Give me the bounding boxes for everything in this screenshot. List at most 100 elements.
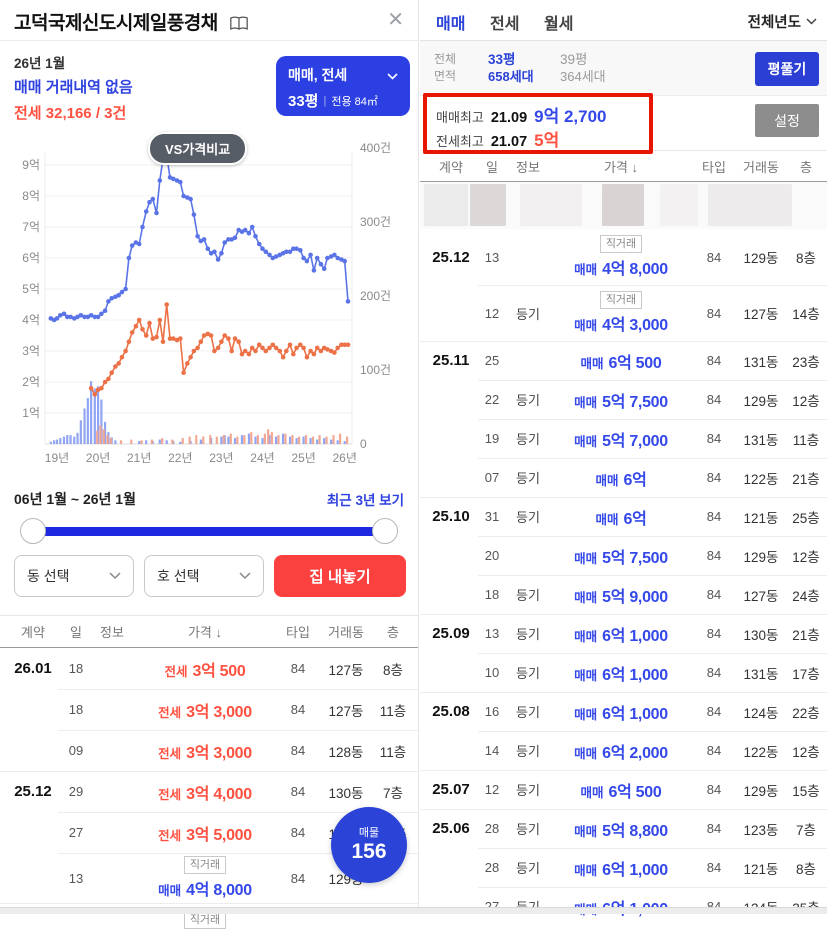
table-row[interactable]: 26.01 18 전세 3억 500 84 127동 8층 (0, 648, 418, 689)
date-range-slider-track[interactable] (32, 527, 386, 536)
floor: 14층 (792, 307, 820, 322)
table-row[interactable]: 28 등기 매매 6억 1,000 84 121동 8층 (420, 848, 827, 887)
table-row[interactable]: 25.12 29 전세 3억 4,000 84 130동 7층 (0, 771, 418, 812)
table-row[interactable]: 13 직거래 매매 4억 8,000 84 129동 (0, 853, 418, 903)
table-row[interactable]: 18 전세 3억 3,000 84 127동 11층 (0, 689, 418, 730)
deal-type: 매매 (580, 356, 604, 371)
building-dong: 130동 (328, 785, 364, 801)
chevron-down-icon (387, 67, 398, 83)
table-row[interactable]: 19 등기 매매 5억 7,000 84 131동 11층 (420, 419, 827, 458)
table-row[interactable]: 25.11 25 매매 6억 500 84 131동 23층 (420, 341, 827, 380)
deal-type: 매매 (574, 319, 598, 333)
listings-floating-button[interactable]: 매물 156 (331, 807, 407, 883)
recent-3year-link[interactable]: 최근 3년 보기 (326, 493, 404, 508)
area-selector-label: 전체 면적 (434, 52, 457, 83)
right-table-header: 계약 일 정보 가격 ↓ 타입 거래동 층 (420, 150, 827, 182)
floor: 8층 (796, 861, 816, 877)
tab-매매[interactable]: 매매 (436, 16, 466, 33)
table-row[interactable]: 25.10 31 등기 매매 6억 84 121동 25층 (420, 497, 827, 536)
year-filter-dropdown[interactable]: 전체년도 (748, 11, 817, 32)
close-icon[interactable]: ✕ (387, 9, 404, 31)
price-chart[interactable]: 9억 8억 7억 6억 5억 4억 3억 2억 1억 400건 300건 200건 100건 0 19년 20… (0, 128, 419, 476)
column-header-정보: 정보 (516, 159, 540, 175)
floor: 11층 (792, 432, 820, 448)
deal-price: 6억 500 (608, 354, 662, 372)
deal-tabs: 매매 전세 월세 전체년도 (420, 0, 827, 41)
deal-price: 3억 500 (192, 662, 246, 680)
price-cell: 직거래 매매 4억 3,000 (548, 291, 694, 335)
deal-type: 매매 (574, 863, 598, 878)
book-icon[interactable] (229, 14, 249, 38)
deal-price: 4억 8,000 (186, 882, 252, 899)
table-row[interactable]: 25.07 12 등기 매매 6억 500 84 129동 15층 (420, 770, 827, 809)
deal-price: 5억 7,500 (602, 393, 668, 411)
price-cell: 직거래 매매 4억 8,000 (132, 856, 278, 900)
registration-info: 등기 (516, 705, 540, 720)
table-row[interactable]: 25.08 16 등기 매매 6억 1,000 84 124동 22층 (420, 692, 827, 731)
dong-select[interactable]: 동 선택 (14, 555, 134, 597)
jeonse-peak-date: 21.07 (490, 134, 528, 150)
table-row[interactable]: 09 전세 3억 3,000 84 128동 11층 (0, 730, 418, 771)
floor: 22층 (792, 705, 820, 721)
contract-day: 28 (484, 821, 500, 836)
table-row[interactable]: 25.12 13 직거래 매매 4억 8,000 84 129동 8층 (420, 229, 827, 285)
deal-type: 매매 (574, 263, 598, 277)
table-row[interactable]: 25.06 28 등기 매매 5억 8,800 84 123동 7층 (420, 809, 827, 848)
floor: 21층 (792, 471, 820, 487)
contract-day: 31 (484, 509, 500, 524)
area-option-33평[interactable]: 33평 658세대 (488, 52, 534, 84)
unit-type: 84 (706, 743, 722, 758)
vs-compare-badge[interactable]: VS가격비교 (148, 132, 248, 165)
price-cell: 매매 5억 7,000 (548, 427, 694, 451)
deal-price: 3억 5,000 (186, 826, 252, 844)
table-row[interactable]: 25.09 13 등기 매매 6억 1,000 84 130동 21층 (420, 614, 827, 653)
building-dong: 124동 (743, 705, 779, 721)
bottom-scroll-strip[interactable] (0, 907, 827, 914)
building-dong: 131동 (743, 666, 779, 682)
area-selector-strip: 전체 면적 33평 658세대 39평 364세대 평풀기 (420, 41, 827, 96)
table-row[interactable]: 22 등기 매매 5억 7,500 84 129동 12층 (420, 380, 827, 419)
svg-text:8억: 8억 (22, 189, 40, 203)
table-row[interactable]: 18 등기 매매 5억 9,000 84 127동 24층 (420, 575, 827, 614)
deal-type: 전세 (158, 787, 182, 802)
ho-select[interactable]: 호 선택 (144, 555, 264, 597)
column-header-가격[interactable]: 가격 ↓ (187, 625, 223, 640)
contract-day: 13 (484, 249, 500, 265)
deal-type-selector[interactable]: 매매, 전세 33평 | 전용 84㎡ (276, 56, 410, 116)
price-volume-chart-svg: 9억 8억 7억 6억 5억 4억 3억 2억 1억 400건 300건 200건 100건 0 19년 20… (22, 141, 391, 465)
contract-day: 18 (484, 587, 500, 602)
floor: 21층 (792, 627, 820, 643)
deal-price: 4억 8,000 (602, 261, 668, 278)
price-cell: 매매 5억 8,800 (548, 817, 694, 841)
table-row[interactable]: 20 매매 5억 7,500 84 129동 12층 (420, 536, 827, 575)
table-row[interactable]: 07 등기 매매 6억 84 122동 21층 (420, 458, 827, 497)
building-dong: 129동 (743, 393, 779, 409)
deal-price: 5억 8,800 (602, 822, 668, 840)
unit-type: 84 (290, 825, 306, 840)
tab-월세[interactable]: 월세 (544, 16, 574, 33)
list-my-home-button[interactable]: 집 내놓기 (274, 555, 406, 597)
sale-peak-price: 9억 2,700 (534, 107, 607, 126)
registration-info: 등기 (516, 627, 540, 642)
tab-전세[interactable]: 전세 (490, 16, 520, 33)
svg-text:400건: 400건 (360, 141, 391, 155)
pyeong-expand-button[interactable]: 평풀기 (755, 52, 819, 86)
building-dong: 131동 (743, 432, 779, 448)
deal-type: 매매 (595, 512, 619, 527)
table-row[interactable]: 10 등기 매매 6억 1,000 84 131동 17층 (420, 653, 827, 692)
registration-info: 등기 (516, 744, 540, 759)
deal-type: 매매 (574, 551, 598, 566)
slider-handle-start[interactable] (20, 518, 46, 544)
contract-day: 13 (68, 870, 84, 886)
column-header-가격[interactable]: 가격 ↓ (603, 159, 639, 175)
table-row[interactable]: 14 등기 매매 6억 2,000 84 122동 12층 (420, 731, 827, 770)
settings-button[interactable]: 설정 (755, 104, 819, 137)
slider-handle-end[interactable] (372, 518, 398, 544)
table-row[interactable]: 12 등기 직거래 매매 4억 3,000 84 127동 14층 (420, 285, 827, 341)
deal-price: 4억 3,000 (602, 317, 668, 334)
price-cell: 매매 6억 1,000 (548, 856, 694, 880)
contract-day: 09 (68, 743, 84, 758)
chevron-down-icon (806, 18, 817, 25)
unit-type: 84 (706, 548, 722, 563)
area-option-39평[interactable]: 39평 364세대 (560, 52, 606, 84)
